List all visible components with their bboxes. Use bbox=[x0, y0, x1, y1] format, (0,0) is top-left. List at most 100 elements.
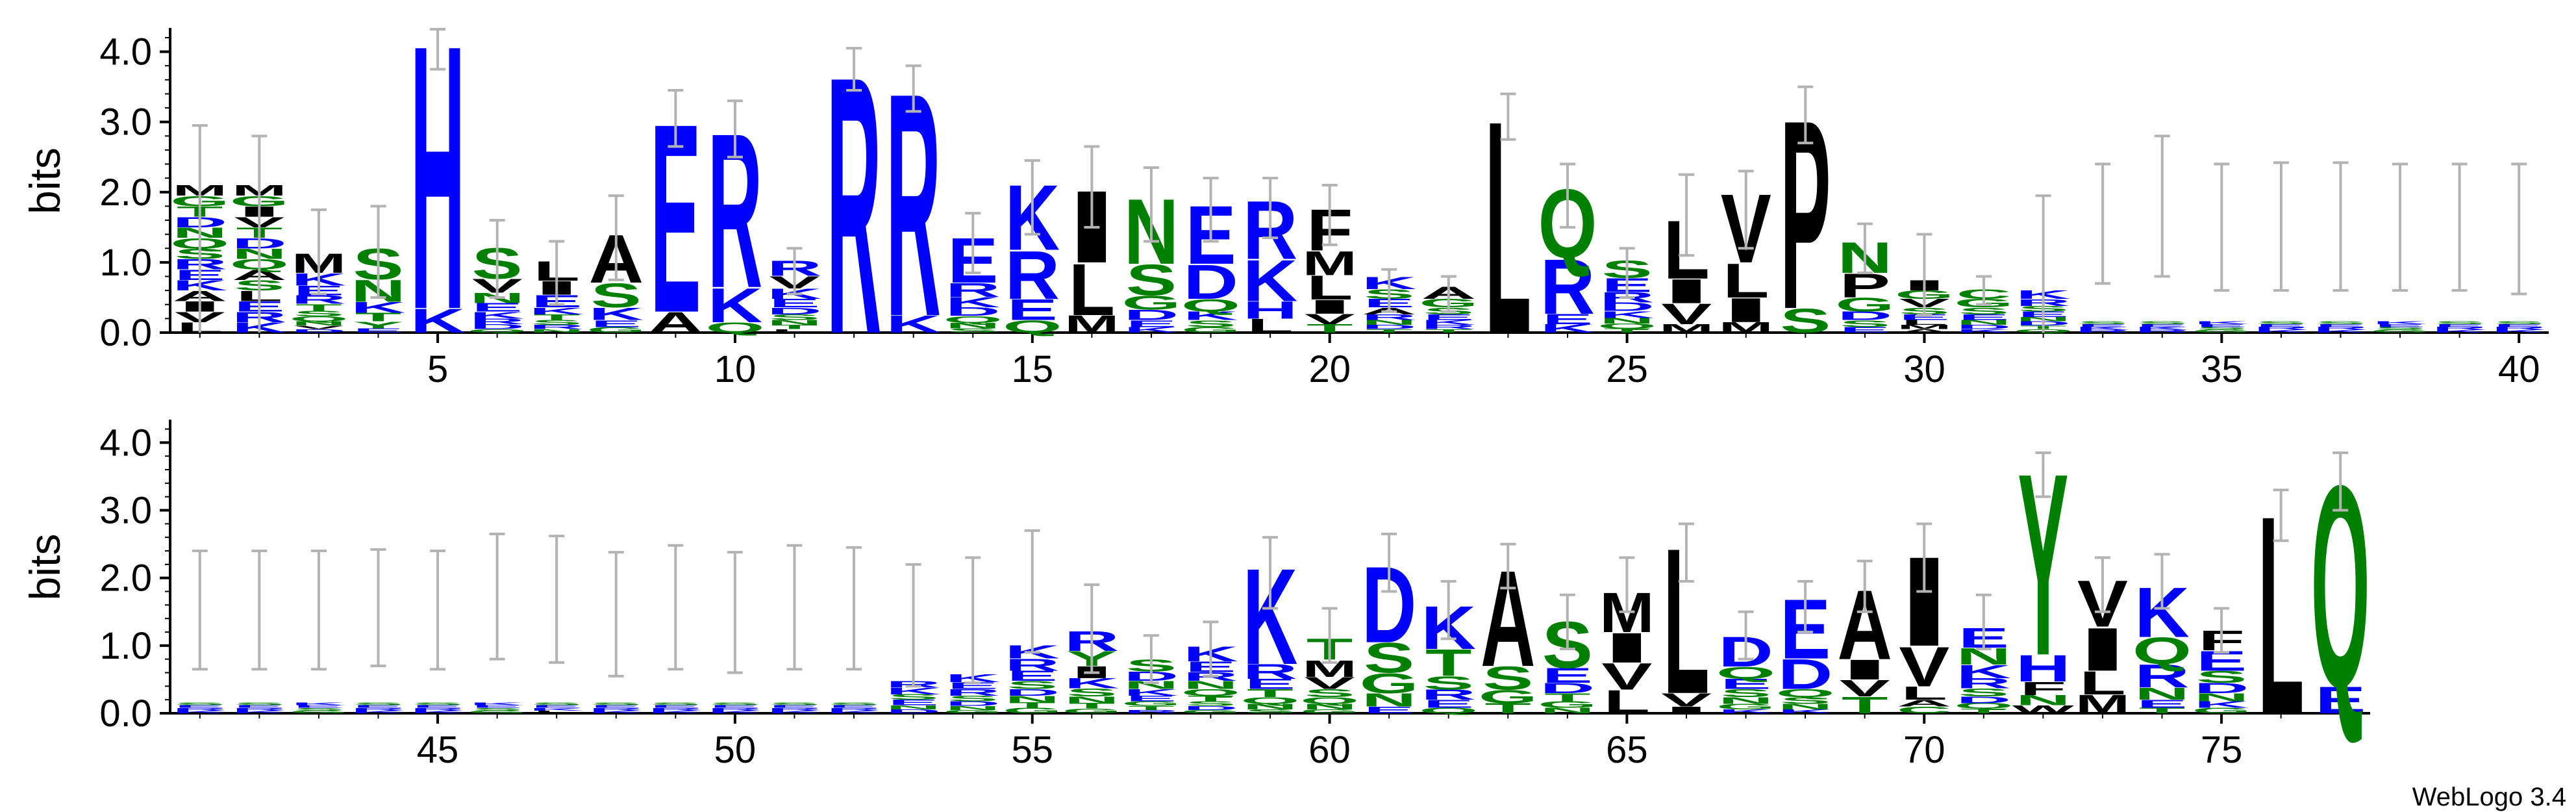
residue-glyph: R bbox=[1124, 709, 1179, 714]
x-tick-label: 65 bbox=[1606, 729, 1648, 771]
y-tick-label: 1.0 bbox=[99, 242, 152, 284]
residue-glyph: R bbox=[351, 707, 406, 712]
y-tick-label: 4.0 bbox=[99, 31, 152, 73]
residue-glyph: R bbox=[2135, 329, 2190, 334]
x-tick-label: 25 bbox=[1606, 348, 1648, 390]
residue-glyph: D bbox=[1362, 324, 1416, 330]
residue-glyph: S bbox=[591, 702, 642, 706]
residue-glyph: S bbox=[234, 702, 284, 706]
residue-glyph: R bbox=[2313, 326, 2368, 331]
residue-glyph: W bbox=[2012, 703, 2075, 715]
residue-glyph: T bbox=[355, 311, 401, 324]
residue-glyph: N bbox=[1302, 702, 1357, 711]
residue-glyph: R bbox=[469, 317, 524, 326]
residue-glyph: S bbox=[1423, 673, 1474, 694]
residue-glyph: S bbox=[2077, 321, 2128, 325]
residue-glyph: S bbox=[1958, 305, 2009, 316]
residue-glyph: T bbox=[1960, 707, 2007, 715]
residue-glyph: D bbox=[767, 305, 821, 316]
residue-glyph: G bbox=[1835, 294, 1894, 316]
residue-glyph: N bbox=[1005, 694, 1059, 704]
residue-glyph: F bbox=[2020, 678, 2066, 699]
residue-glyph: R bbox=[173, 707, 228, 712]
residue-glyph: E bbox=[2375, 324, 2425, 328]
residue-glyph: K bbox=[351, 710, 406, 715]
residue-glyph: E bbox=[1245, 676, 1295, 692]
residue-glyph: N bbox=[292, 320, 346, 327]
residue-glyph: G bbox=[289, 710, 348, 715]
residue-glyph: Q bbox=[1716, 663, 1775, 682]
residue-glyph: R bbox=[648, 707, 703, 712]
residue-glyph: N bbox=[1064, 694, 1119, 705]
residue-glyph: E bbox=[2315, 679, 2366, 721]
residue-glyph: L bbox=[1901, 683, 1947, 704]
residue-glyph: S bbox=[1840, 318, 1890, 329]
residue-glyph: M bbox=[1303, 244, 1357, 283]
residue-glyph: K bbox=[1957, 661, 2012, 682]
residue-glyph: R bbox=[589, 707, 644, 712]
residue-glyph: E bbox=[769, 704, 819, 709]
residue-glyph: K bbox=[1957, 328, 2012, 333]
residue-glyph: R bbox=[767, 707, 822, 712]
residue-glyph: E bbox=[769, 297, 820, 310]
residue-glyph: V bbox=[294, 325, 344, 330]
residue-glyph: K bbox=[410, 710, 466, 715]
residue-glyph: H bbox=[2016, 647, 2071, 689]
residue-glyph: D bbox=[469, 323, 525, 331]
logo-panel-top: 0.01.02.03.04.0bits510152025303540LVIAKE… bbox=[21, 0, 2549, 411]
residue-glyph: D bbox=[886, 708, 940, 715]
residue-glyph: E bbox=[175, 704, 225, 709]
residue-glyph: E bbox=[829, 704, 879, 709]
residue-glyph: S bbox=[650, 702, 701, 706]
residue-glyph: I bbox=[1659, 705, 1714, 715]
residue-glyph: I bbox=[1719, 291, 1773, 329]
residue-glyph: R bbox=[410, 707, 466, 712]
residue-glyph: N bbox=[2016, 692, 2071, 708]
x-tick-label: 35 bbox=[2201, 348, 2243, 390]
residue-glyph: S bbox=[591, 277, 642, 315]
residue-glyph: R bbox=[708, 707, 763, 712]
residue-glyph: R bbox=[2075, 329, 2130, 334]
residue-glyph: V bbox=[1899, 635, 1949, 698]
residue-glyph: T bbox=[1366, 328, 1412, 333]
residue-glyph: S bbox=[769, 702, 819, 706]
residue-glyph: T bbox=[1425, 642, 1471, 684]
residue-glyph: N bbox=[529, 328, 584, 333]
residue-glyph: E bbox=[650, 704, 701, 709]
residue-glyph: N bbox=[886, 704, 940, 711]
residue-glyph: T bbox=[1425, 328, 1471, 333]
residue-glyph: T bbox=[534, 313, 580, 322]
y-tick-label: 0.0 bbox=[99, 692, 152, 735]
x-tick-label: 10 bbox=[714, 348, 757, 390]
residue-glyph: S bbox=[888, 693, 939, 702]
y-tick-label: 2.0 bbox=[99, 171, 152, 214]
residue-glyph: K bbox=[2492, 329, 2547, 334]
residue-glyph: I bbox=[1600, 624, 1655, 672]
residue-glyph: K bbox=[886, 311, 940, 338]
residue-glyph: L bbox=[1069, 249, 1115, 331]
residue-glyph: D bbox=[945, 700, 1000, 707]
residue-glyph: N bbox=[1599, 316, 1654, 325]
residue-glyph: R bbox=[529, 324, 584, 330]
residue-glyph: E bbox=[888, 698, 939, 707]
residue-glyph: V bbox=[1661, 298, 1712, 331]
residue-glyph: S bbox=[1007, 679, 1058, 692]
residue-glyph: S bbox=[1245, 708, 1295, 715]
residue-glyph: S bbox=[531, 319, 582, 327]
residue-glyph: S bbox=[710, 702, 760, 706]
residue-glyph: Y bbox=[353, 320, 403, 331]
residue-glyph: K bbox=[589, 710, 644, 715]
residue-glyph: D bbox=[945, 305, 1001, 318]
x-tick-label: 40 bbox=[2498, 348, 2540, 390]
residue-glyph: K bbox=[1183, 309, 1238, 322]
residue-glyph: K bbox=[886, 686, 940, 696]
residue-glyph: Q bbox=[1954, 702, 2013, 710]
residue-glyph: E bbox=[353, 704, 403, 709]
residue-glyph: L bbox=[1247, 315, 1293, 337]
residue-glyph: Q bbox=[944, 314, 1003, 325]
residue-glyph: G bbox=[1300, 708, 1359, 715]
residue-glyph: K bbox=[1718, 708, 1773, 715]
residue-glyph: S bbox=[2196, 326, 2247, 331]
residue-glyph: K bbox=[1540, 322, 1595, 335]
